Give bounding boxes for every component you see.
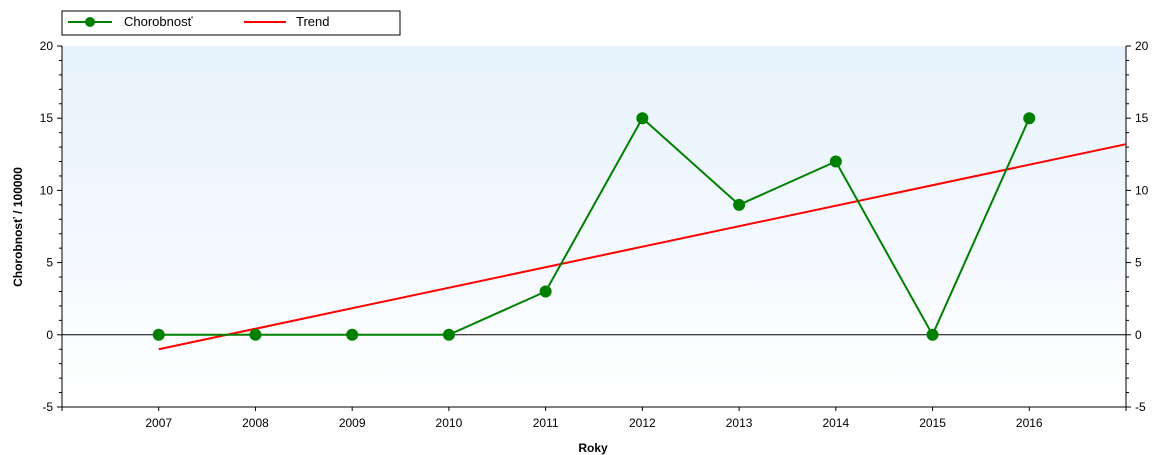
x-tick-label: 2015 xyxy=(919,416,946,430)
x-tick-label: 2012 xyxy=(629,416,656,430)
chorobnost-point-2015 xyxy=(926,328,939,341)
x-tick-label: 2008 xyxy=(242,416,269,430)
chorobnost-point-2011 xyxy=(539,285,552,298)
legend-label-trend: Trend xyxy=(296,14,329,29)
y-tick-label-left: 0 xyxy=(46,328,53,342)
legend-label-chorobnost: Chorobnosť xyxy=(124,14,193,29)
chorobnost-line xyxy=(158,116,1031,338)
plot-area xyxy=(62,46,1126,407)
trend-line xyxy=(158,143,1127,351)
legend-marker-chorobnost xyxy=(85,17,95,27)
chorobnost-point-2016 xyxy=(1023,112,1036,125)
legend-box xyxy=(61,10,401,36)
y-tick-label-left: 15 xyxy=(40,111,54,125)
x-tick-label: 2016 xyxy=(1016,416,1043,430)
x-tick-label: 2013 xyxy=(726,416,753,430)
chorobnost-point-2007 xyxy=(152,328,165,341)
y-tick-label-right: 15 xyxy=(1135,111,1149,125)
x-axis-title: Roky xyxy=(578,441,608,455)
legend: Chorobnosť Trend xyxy=(61,10,401,36)
y-tick-label-right: 10 xyxy=(1135,183,1149,197)
x-tick-label: 2010 xyxy=(436,416,463,430)
x-tick-label: 2014 xyxy=(822,416,849,430)
chorobnost-point-2008 xyxy=(249,328,262,341)
chorobnost-point-2014 xyxy=(829,155,842,168)
y-tick-label-right: 20 xyxy=(1135,39,1149,53)
chorobnost-point-2009 xyxy=(346,328,359,341)
y-tick-label-left: 20 xyxy=(40,39,54,53)
x-tick-label: 2007 xyxy=(145,416,172,430)
chorobnost-point-2012 xyxy=(636,112,649,125)
series-layer xyxy=(152,112,1127,351)
y-tick-label-right: 0 xyxy=(1135,328,1142,342)
y-tick-label-right: -5 xyxy=(1135,400,1146,414)
y-tick-label-right: 5 xyxy=(1135,256,1142,270)
ticks-layer: -5 -5 0 0 5 5 10 10 15 15 20 20 2007 2008 2009 2010 2011… xyxy=(40,39,1149,430)
y-axis-title: Chorobnosť / 100000 xyxy=(11,167,25,287)
y-tick-label-left: 10 xyxy=(40,183,54,197)
chorobnost-point-2010 xyxy=(442,328,455,341)
x-tick-label: 2009 xyxy=(339,416,366,430)
y-tick-label-left: -5 xyxy=(42,400,53,414)
y-tick-label-left: 5 xyxy=(46,256,53,270)
chorobnost-point-2013 xyxy=(733,198,746,211)
x-tick-label: 2011 xyxy=(533,416,559,430)
